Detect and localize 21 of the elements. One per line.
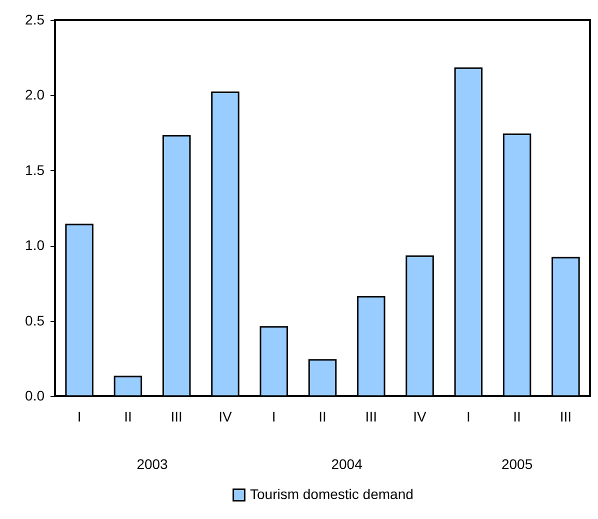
x-tick-label: IV [413, 408, 428, 424]
x-tick-label: III [365, 408, 377, 424]
x-tick-label: II [513, 408, 521, 424]
x-tick-label: III [560, 408, 572, 424]
y-tick-label: 1.0 [25, 237, 45, 254]
x-tick-label: III [170, 408, 182, 424]
text: 2003 [136, 456, 168, 472]
y-tick-label: 1.5 [25, 162, 45, 178]
text: 2004 [331, 456, 363, 472]
x-tick-label: II [124, 408, 132, 424]
x-tick-label: I [77, 408, 82, 424]
x-tick-label: II [318, 408, 326, 424]
y-tick-label: 2.0 [25, 86, 45, 103]
x-tick-label: I [272, 408, 276, 424]
x-tick-label: I [466, 408, 470, 424]
y-tick-label: 0.5 [25, 312, 45, 328]
legend-label: Tourism domestic demand [250, 486, 414, 502]
y-tick-label: 0.0 [25, 388, 45, 404]
x-tick-label: IV [218, 408, 232, 424]
y-tick-label: 2.5 [25, 12, 45, 28]
text: 2005 [501, 456, 533, 472]
